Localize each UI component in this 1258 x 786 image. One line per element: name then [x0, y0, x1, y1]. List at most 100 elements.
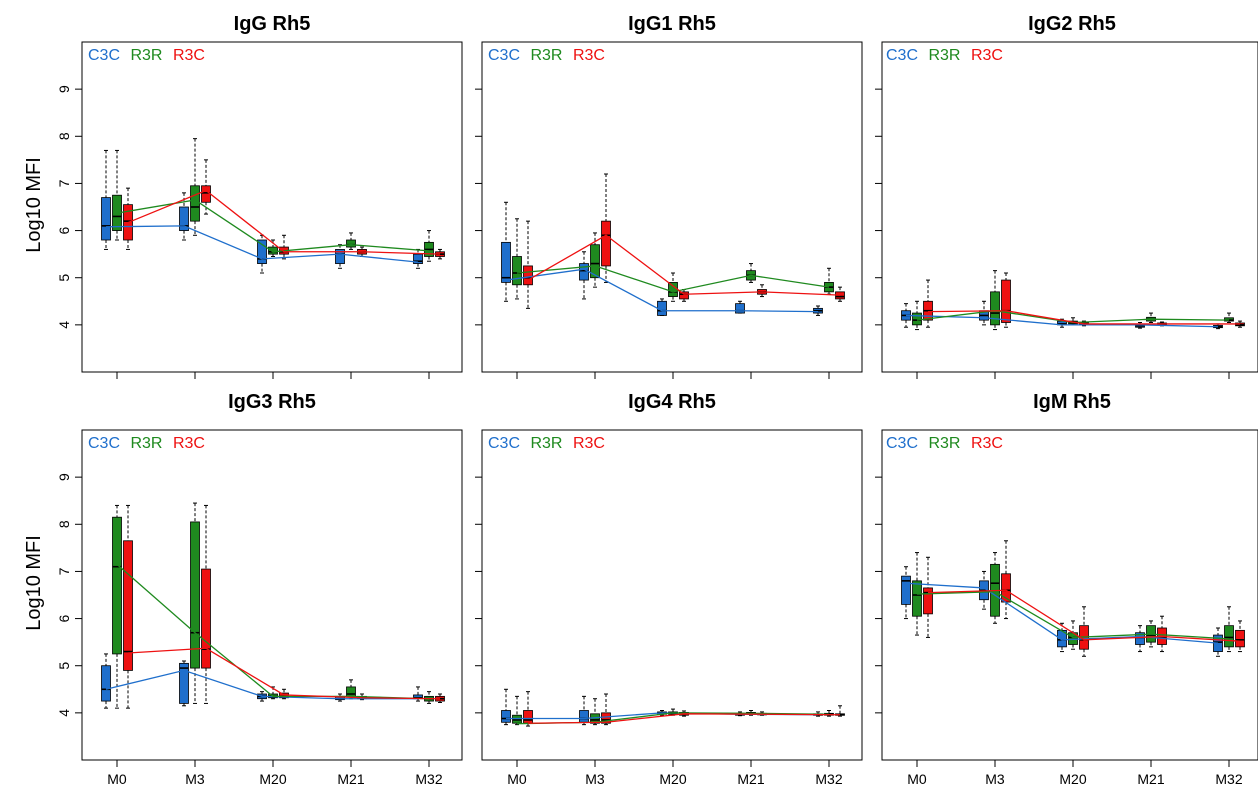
panel-title: IgG2 Rh5: [1028, 13, 1116, 35]
box: [912, 580, 922, 617]
plot-frame: [81, 429, 463, 761]
series-line-r3c: [127, 647, 441, 700]
x-tick-label: M21: [337, 771, 364, 786]
x-tick-label: M21: [1137, 771, 1164, 786]
box: [579, 710, 589, 723]
legend-r3c: R3C: [173, 47, 205, 64]
box: [335, 249, 345, 264]
panel-title: IgG1 Rh5: [628, 13, 716, 35]
legend: C3C R3R R3C: [488, 47, 605, 64]
box: [1001, 279, 1011, 323]
panel-igg2: IgG2 Rh5 C3C R3R R3C: [875, 13, 1258, 379]
x-tick-label: M3: [585, 771, 605, 786]
plot-frame: [481, 41, 863, 373]
box: [735, 303, 745, 314]
legend-r3c: R3C: [971, 47, 1003, 64]
panel-title: IgG3 Rh5: [228, 391, 316, 413]
box: [512, 256, 522, 286]
box: [523, 265, 533, 286]
box: [112, 516, 122, 655]
legend-r3c: R3C: [573, 435, 605, 452]
legend-r3r: R3R: [530, 47, 562, 64]
legend-c3c: C3C: [88, 47, 120, 64]
plot-area: 4 5 6 7 8 9: [56, 41, 463, 379]
box: [190, 521, 200, 669]
legend-c3c: C3C: [886, 435, 918, 452]
box: [201, 185, 211, 203]
legend-r3c: R3C: [573, 47, 605, 64]
x-tick-label: M0: [907, 771, 927, 786]
panel-title: IgG Rh5: [234, 13, 311, 35]
series-line-c3c: [105, 669, 418, 700]
legend-c3c: C3C: [886, 47, 918, 64]
x-tick-label: M20: [659, 771, 686, 786]
panel-igg4: IgG4 Rh5 C3C R3R R3C M0 M3 M20 M21 M32: [475, 391, 863, 786]
y-tick-label: 4: [56, 709, 72, 717]
x-tick-label: M3: [985, 771, 1005, 786]
plot-area: [475, 41, 863, 379]
y-tick-label: 7: [56, 567, 72, 575]
y-tick-label: 8: [56, 520, 72, 528]
box: [501, 710, 511, 723]
box: [123, 540, 133, 671]
panel-title: IgG4 Rh5: [628, 391, 716, 413]
y-tick-label: 6: [56, 226, 72, 234]
series-line-r3r: [116, 199, 430, 253]
x-tick-label: M32: [1215, 771, 1242, 786]
x-tick-label: M21: [737, 771, 764, 786]
box: [101, 665, 111, 702]
series-line-r3r: [916, 591, 1230, 640]
box: [190, 185, 200, 222]
plot-frame: [81, 41, 463, 373]
box: [501, 241, 511, 283]
plot-area: [875, 41, 1258, 379]
legend-r3c: R3C: [173, 435, 205, 452]
box: [101, 197, 111, 241]
y-axis-label: Log10 MFI: [23, 535, 45, 631]
plot-frame: [881, 429, 1258, 761]
series-line-r3c: [527, 713, 841, 724]
series-line-r3c: [927, 589, 1241, 642]
series-line-r3c: [927, 310, 1240, 325]
panel-igm: IgM Rh5 C3C R3R R3C M0 M3 M20 M21 M32: [875, 391, 1258, 786]
x-tick-label: M32: [415, 771, 442, 786]
box: [590, 244, 600, 279]
box: [413, 253, 423, 264]
y-tick-label: 7: [56, 179, 72, 187]
legend-c3c: C3C: [488, 435, 520, 452]
box: [601, 220, 611, 267]
box: [901, 575, 911, 605]
panel-igg1: IgG1 Rh5 C3C R3R R3C: [475, 13, 863, 379]
series-line-r3c: [127, 189, 441, 255]
legend-r3r: R3R: [130, 435, 162, 452]
legend-r3r: R3R: [530, 435, 562, 452]
panel-igg: IgG Rh5 Log10 MFI C3C R3R R3C 4 5 6 7 8 9: [23, 13, 463, 379]
legend: C3C R3R R3C: [88, 47, 205, 64]
x-tick-label: M32: [815, 771, 842, 786]
y-tick-label: 6: [56, 614, 72, 622]
box: [179, 206, 189, 231]
x-tick-label: M3: [185, 771, 205, 786]
y-tick-label: 5: [56, 662, 72, 670]
series-line-r3r: [116, 563, 430, 700]
box: [268, 246, 278, 255]
box: [179, 662, 189, 704]
box: [201, 568, 211, 669]
y-axis-label: Log10 MFI: [23, 157, 45, 253]
box: [912, 312, 922, 326]
legend-c3c: C3C: [488, 47, 520, 64]
series-line-r3c: [527, 234, 841, 296]
box: [990, 291, 1000, 326]
box: [346, 239, 356, 248]
legend: C3C R3R R3C: [886, 435, 1003, 452]
plot-area: M0 M3 M20 M21 M32: [875, 429, 1258, 786]
box: [1135, 632, 1145, 645]
box: [679, 291, 689, 300]
box: [601, 712, 611, 724]
plot-area: M0 M3 M20 M21 M32: [475, 429, 863, 786]
legend-r3r: R3R: [928, 47, 960, 64]
legend-c3c: C3C: [88, 435, 120, 452]
box: [1224, 625, 1234, 648]
legend: C3C R3R R3C: [886, 47, 1003, 64]
